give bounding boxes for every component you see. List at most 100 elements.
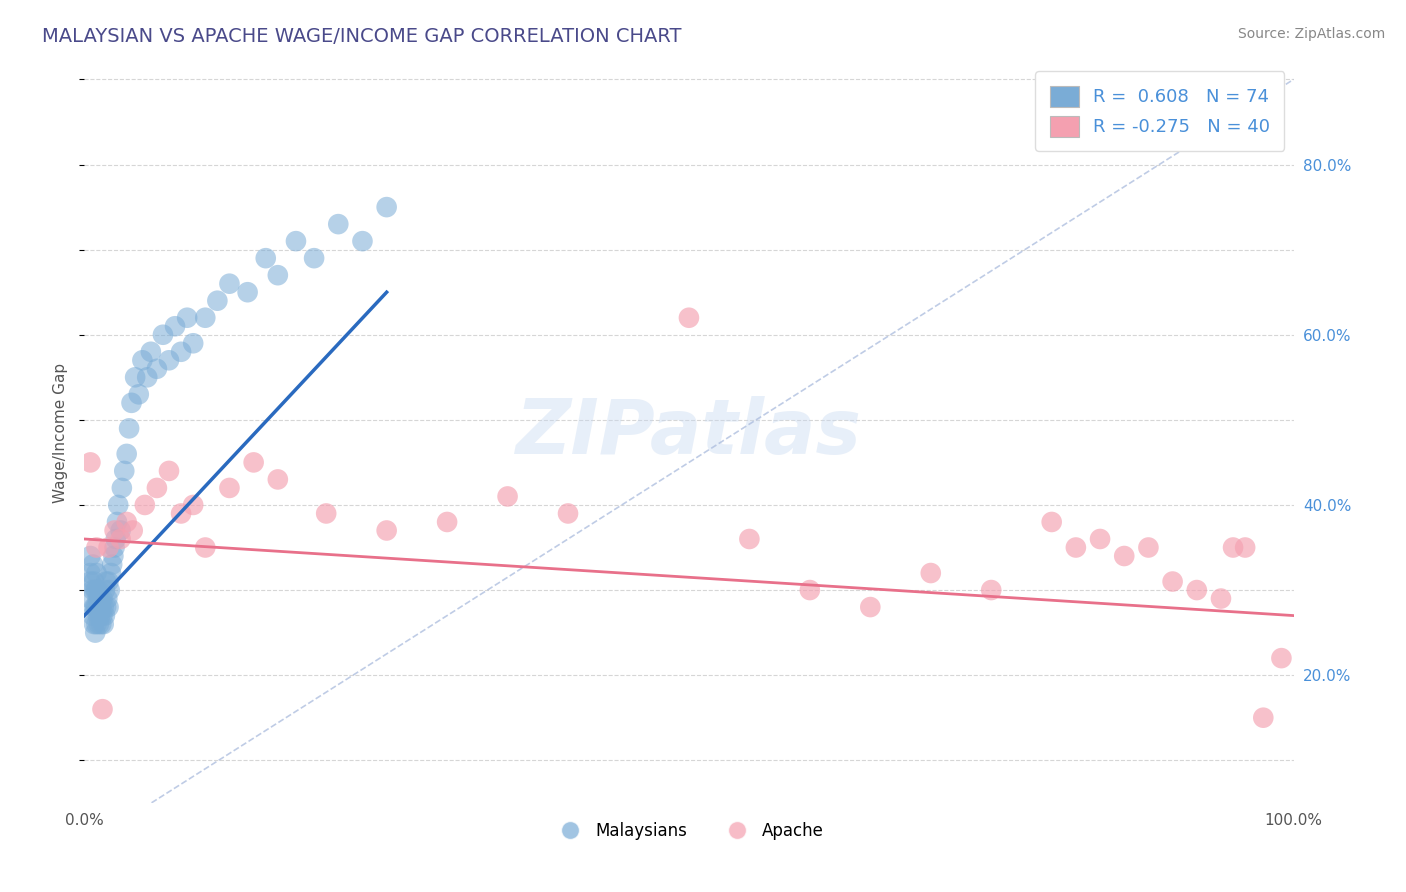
Point — [91, 591, 114, 606]
Point — [284, 234, 308, 248]
Point — [436, 515, 458, 529]
Point — [101, 558, 124, 572]
Point — [139, 344, 162, 359]
Point — [176, 310, 198, 325]
Point — [94, 574, 117, 589]
Point — [93, 600, 115, 615]
Point — [90, 617, 112, 632]
Point — [79, 455, 101, 469]
Point — [1185, 582, 1208, 597]
Point — [121, 396, 143, 410]
Point — [82, 582, 104, 597]
Point — [79, 549, 101, 563]
Point — [1114, 549, 1136, 563]
Point — [89, 591, 111, 606]
Point — [89, 608, 111, 623]
Point — [100, 566, 122, 580]
Point — [131, 353, 153, 368]
Point — [84, 625, 107, 640]
Point — [1234, 541, 1257, 555]
Point — [1137, 541, 1160, 555]
Text: MALAYSIAN VS APACHE WAGE/INCOME GAP CORRELATION CHART: MALAYSIAN VS APACHE WAGE/INCOME GAP CORR… — [42, 27, 682, 45]
Point — [170, 344, 193, 359]
Point — [194, 541, 217, 555]
Point — [242, 455, 264, 469]
Point — [82, 558, 104, 572]
Point — [97, 541, 120, 555]
Point — [105, 515, 128, 529]
Point — [267, 472, 290, 486]
Point — [93, 617, 115, 632]
Point — [98, 582, 121, 597]
Point — [111, 481, 134, 495]
Point — [83, 574, 105, 589]
Point — [118, 421, 141, 435]
Point — [94, 608, 117, 623]
Point — [738, 532, 761, 546]
Point — [83, 600, 105, 615]
Point — [496, 490, 519, 504]
Point — [194, 310, 217, 325]
Point — [86, 591, 108, 606]
Legend: Malaysians, Apache: Malaysians, Apache — [547, 815, 831, 847]
Point — [181, 498, 204, 512]
Point — [115, 515, 138, 529]
Point — [84, 600, 107, 615]
Point — [207, 293, 229, 308]
Point — [112, 464, 135, 478]
Point — [134, 498, 156, 512]
Point — [110, 532, 132, 546]
Point — [799, 582, 821, 597]
Point — [87, 617, 110, 632]
Point — [104, 524, 127, 538]
Point — [79, 574, 101, 589]
Point — [87, 600, 110, 615]
Point — [157, 464, 180, 478]
Point — [86, 600, 108, 615]
Point — [86, 566, 108, 580]
Point — [121, 524, 143, 538]
Point — [678, 310, 700, 325]
Point — [86, 582, 108, 597]
Point — [90, 600, 112, 615]
Point — [97, 574, 120, 589]
Text: ZIPatlas: ZIPatlas — [516, 396, 862, 469]
Point — [115, 447, 138, 461]
Point — [86, 541, 108, 555]
Point — [218, 481, 240, 495]
Point — [302, 251, 325, 265]
Point — [146, 481, 169, 495]
Text: Source: ZipAtlas.com: Source: ZipAtlas.com — [1237, 27, 1385, 41]
Point — [218, 277, 240, 291]
Point — [84, 582, 107, 597]
Point — [920, 566, 942, 580]
Point — [859, 600, 882, 615]
Y-axis label: Wage/Income Gap: Wage/Income Gap — [53, 362, 69, 503]
Point — [1222, 541, 1244, 555]
Point — [110, 524, 132, 538]
Point — [79, 591, 101, 606]
Point — [328, 217, 350, 231]
Point — [1064, 541, 1087, 555]
Point — [96, 591, 118, 606]
Point — [86, 608, 108, 623]
Point — [267, 268, 290, 283]
Point — [1088, 532, 1111, 546]
Point — [254, 251, 277, 265]
Point — [136, 370, 159, 384]
Point — [94, 600, 117, 615]
Point — [83, 617, 105, 632]
Point — [79, 566, 101, 580]
Point — [375, 200, 398, 214]
Point — [82, 608, 104, 623]
Point — [181, 336, 204, 351]
Point — [152, 327, 174, 342]
Point — [165, 319, 187, 334]
Point — [236, 285, 259, 300]
Point — [1040, 515, 1063, 529]
Point — [107, 498, 129, 512]
Point — [157, 353, 180, 368]
Point — [375, 524, 398, 538]
Point — [352, 234, 374, 248]
Point — [557, 507, 579, 521]
